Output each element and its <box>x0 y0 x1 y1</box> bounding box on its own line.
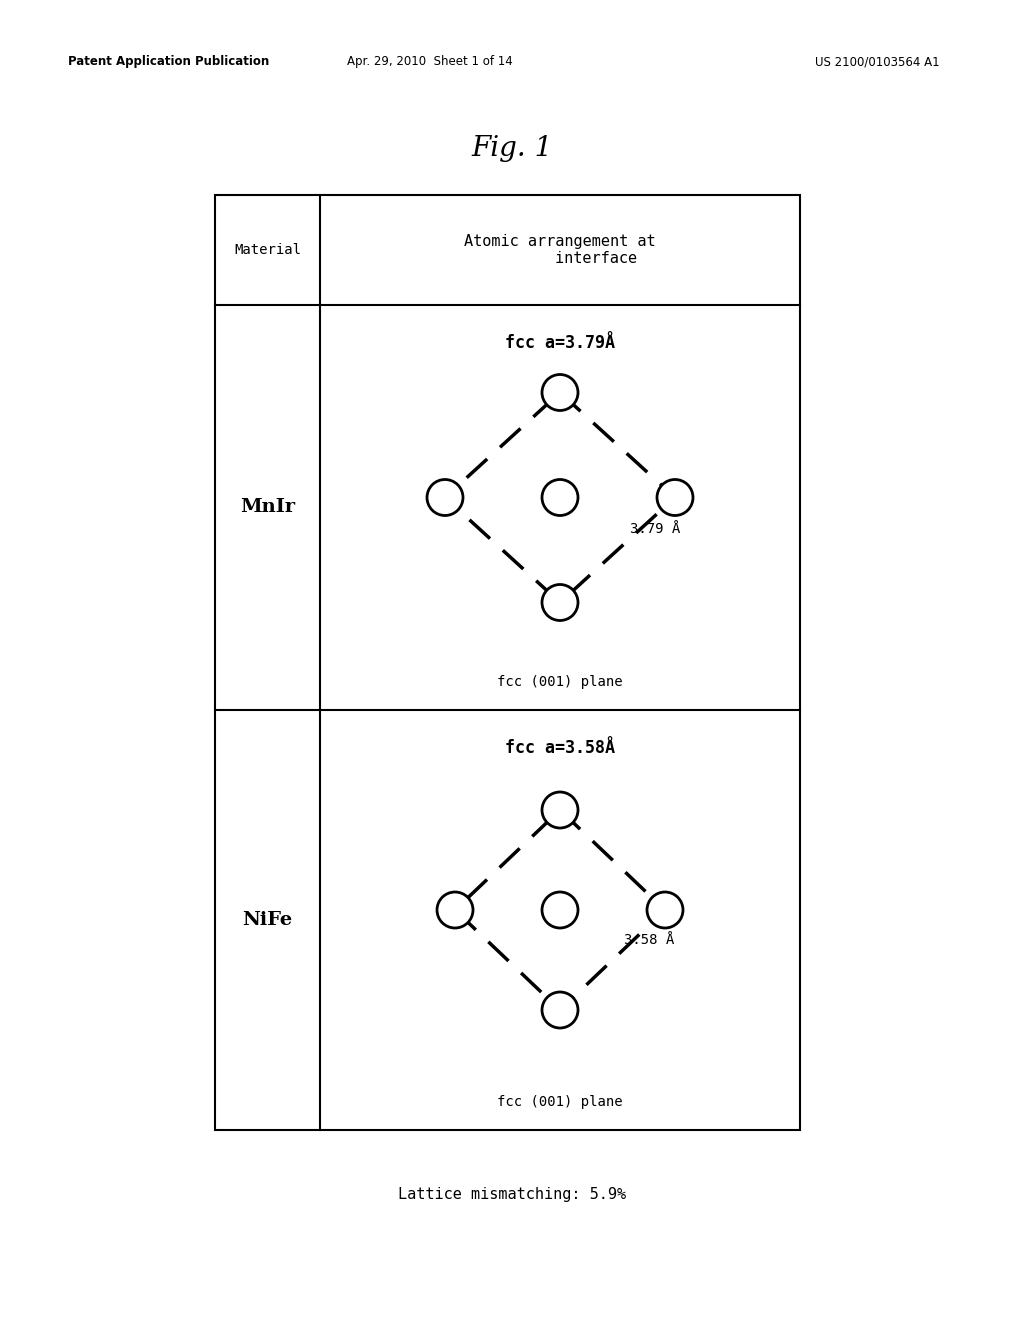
Circle shape <box>542 892 578 928</box>
Text: Atomic arrangement at
        interface: Atomic arrangement at interface <box>464 234 655 267</box>
Text: NiFe: NiFe <box>243 911 293 929</box>
Bar <box>215 195 800 1130</box>
Text: fcc a=3.58Å: fcc a=3.58Å <box>505 739 615 756</box>
Text: Apr. 29, 2010  Sheet 1 of 14: Apr. 29, 2010 Sheet 1 of 14 <box>347 55 513 69</box>
Circle shape <box>542 375 578 411</box>
Circle shape <box>542 585 578 620</box>
Text: Lattice mismatching: 5.9%: Lattice mismatching: 5.9% <box>398 1188 626 1203</box>
Text: 3.79 Å: 3.79 Å <box>630 521 680 536</box>
Text: fcc (001) plane: fcc (001) plane <box>498 1096 623 1109</box>
Circle shape <box>647 892 683 928</box>
Circle shape <box>657 479 693 516</box>
Text: Patent Application Publication: Patent Application Publication <box>68 55 269 69</box>
Circle shape <box>437 892 473 928</box>
Text: Fig. 1: Fig. 1 <box>471 135 553 161</box>
Circle shape <box>542 993 578 1028</box>
Text: Material: Material <box>234 243 301 257</box>
Text: MnIr: MnIr <box>240 499 295 516</box>
Circle shape <box>427 479 463 516</box>
Text: 3.58 Å: 3.58 Å <box>625 933 675 946</box>
Circle shape <box>542 479 578 516</box>
Text: fcc a=3.79Å: fcc a=3.79Å <box>505 334 615 352</box>
Text: US 2100/0103564 A1: US 2100/0103564 A1 <box>815 55 940 69</box>
Text: fcc (001) plane: fcc (001) plane <box>498 675 623 689</box>
Circle shape <box>542 792 578 828</box>
